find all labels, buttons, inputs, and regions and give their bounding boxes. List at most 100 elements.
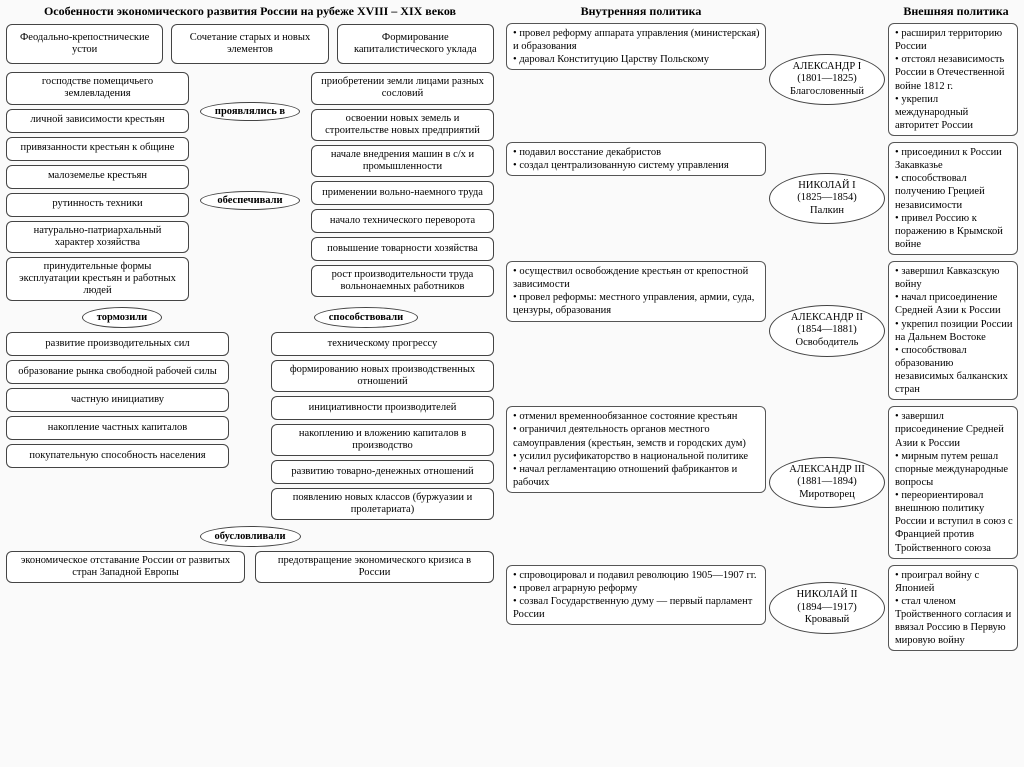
- header-outer: Внешняя политика: [894, 4, 1018, 19]
- rb-1: формированию новых производственных отно…: [271, 360, 494, 392]
- rb-2: инициативности производителей: [271, 396, 494, 420]
- lc-1: личной зависимости крестьян: [6, 109, 189, 133]
- ruler-years: (1881—1894): [772, 476, 882, 489]
- rc-1: освоении новых земель и строительстве но…: [311, 109, 494, 141]
- list-item: укрепил позиции России на Дальнем Восток…: [895, 318, 1013, 344]
- list-item: привел Россию к поражению в Крымской вой…: [895, 212, 1013, 251]
- list-item: способствовал образованию независимых ба…: [895, 344, 1013, 397]
- list-item: спровоцировал и подавил революцию 1905—1…: [513, 569, 761, 582]
- outer-policy-4: проиграл войну с Япониейстал членом Трой…: [888, 565, 1018, 652]
- mid-ovals: проявлялись в обеспечивали: [195, 72, 305, 300]
- lc-4: рутинность техники: [6, 193, 189, 217]
- ruler-row-2: осуществил освобождение крестьян от креп…: [506, 261, 1018, 400]
- ruler-row-4: спровоцировал и подавил революцию 1905—1…: [506, 565, 1018, 652]
- lb-0: развитие производительных сил: [6, 332, 229, 356]
- ruler-oval-1: НИКОЛАЙ I(1825—1854)Палкин: [769, 173, 885, 225]
- ruler-years: (1854—1881): [772, 324, 882, 337]
- list-item: провел реформу аппарата управления (мини…: [513, 27, 761, 53]
- ruler-row-3: отменил временнообязанное состояние крес…: [506, 406, 1018, 558]
- list-item: проиграл войну с Японией: [895, 569, 1013, 595]
- list-item: ограничил деятельность органов местного …: [513, 423, 761, 449]
- ruler-nick: Кровавый: [772, 614, 882, 627]
- rc-5: повышение товарности хозяйства: [311, 237, 494, 261]
- list-item: завершил присоединение Средней Азии к Ро…: [895, 410, 1013, 449]
- top-row: Феодально-крепостнические устои Сочетани…: [6, 24, 494, 64]
- oval-obesp: обеспечивали: [200, 191, 300, 210]
- outer-policy-0: расширил территорию Россииотстоял незави…: [888, 23, 1018, 136]
- right-table: Внутренняя политика Внешняя политика про…: [500, 0, 1024, 767]
- oval-proyav: проявлялись в: [200, 102, 300, 121]
- list-item: отстоял независимость России в Отечестве…: [895, 53, 1013, 92]
- left-title: Особенности экономического развития Росс…: [6, 4, 494, 18]
- top-box-c: Формирование капиталистического уклада: [337, 24, 494, 64]
- final-b: предотвращение экономического кризиса в …: [255, 551, 494, 583]
- list-item: завершил Кавказскую войну: [895, 265, 1013, 291]
- lc-6: принудительные формы эксплуатации кресть…: [6, 257, 189, 301]
- list-item: провел реформы: местного управления, арм…: [513, 291, 761, 317]
- inner-policy-1: подавил восстание декабристовсоздал цент…: [506, 142, 766, 176]
- lb-4: покупательную способность населения: [6, 444, 229, 468]
- list-item: присоединил к России Закавказье: [895, 146, 1013, 172]
- top-box-b: Сочетание старых и новых элементов: [171, 24, 328, 64]
- oval-torm: тормозили: [82, 307, 162, 328]
- list-item: усилил русификаторство в национальной по…: [513, 450, 761, 463]
- ruler-years: (1801—1825): [772, 73, 882, 86]
- rc-2: начале внедрения машин в с/х и промышлен…: [311, 145, 494, 177]
- rc-3: применении вольно-наемного труда: [311, 181, 494, 205]
- oval-sposob: способствовали: [314, 307, 418, 328]
- spacer: [235, 332, 265, 520]
- ruler-nick: Освободитель: [772, 337, 882, 350]
- outer-policy-1: присоединил к России Закавказьеспособств…: [888, 142, 1018, 255]
- ruler-name: АЛЕКСАНДР III: [772, 464, 882, 477]
- list-item: отменил временнообязанное состояние крес…: [513, 410, 761, 423]
- lb-1: образование рынка свободной рабочей силы: [6, 360, 229, 384]
- rb-5: появлению новых классов (буржуазии и про…: [271, 488, 494, 520]
- outer-policy-3: завершил присоединение Средней Азии к Ро…: [888, 406, 1018, 558]
- rb-0: техническому прогрессу: [271, 332, 494, 356]
- right-column: приобретении земли лицами разных сослови…: [311, 72, 494, 300]
- list-item: способствовал получению Грецией независи…: [895, 172, 1013, 211]
- rc-6: рост производительности труда вольнонаем…: [311, 265, 494, 297]
- ruler-oval-0: АЛЕКСАНДР I(1801—1825)Благословенный: [769, 54, 885, 106]
- ruler-years: (1825—1854): [772, 192, 882, 205]
- ruler-row-1: подавил восстание декабристовсоздал цент…: [506, 142, 1018, 255]
- ruler-nick: Благословенный: [772, 86, 882, 99]
- list-item: мирным путем решал спорные международные…: [895, 450, 1013, 489]
- ruler-oval-2: АЛЕКСАНДР II(1854—1881)Освободитель: [769, 305, 885, 357]
- final-a: экономическое отставание России от разви…: [6, 551, 245, 583]
- ruler-oval-3: АЛЕКСАНДР III(1881—1894)Миротворец: [769, 457, 885, 509]
- inner-policy-4: спровоцировал и подавил революцию 1905—1…: [506, 565, 766, 626]
- list-item: даровал Конституцию Царству Польскому: [513, 53, 761, 66]
- rulers-container: провел реформу аппарата управления (мини…: [506, 23, 1018, 651]
- lb-3: накопление частных капиталов: [6, 416, 229, 440]
- list-item: начал регламентацию отношений фабриканто…: [513, 463, 761, 489]
- list-item: стал членом Тройственного согласия и ввя…: [895, 595, 1013, 648]
- list-item: создал централизованную систему управлен…: [513, 159, 761, 172]
- inner-policy-0: провел реформу аппарата управления (мини…: [506, 23, 766, 70]
- rb-3: накоплению и вложению капиталов в произв…: [271, 424, 494, 456]
- list-item: подавил восстание декабристов: [513, 146, 761, 159]
- rc-0: приобретении земли лицами разных сослови…: [311, 72, 494, 104]
- inner-policy-3: отменил временнообязанное состояние крес…: [506, 406, 766, 493]
- top-box-a: Феодально-крепостнические устои: [6, 24, 163, 64]
- final-row: экономическое отставание России от разви…: [6, 551, 494, 583]
- ruler-row-0: провел реформу аппарата управления (мини…: [506, 23, 1018, 136]
- ruler-name: НИКОЛАЙ II: [772, 589, 882, 602]
- list-item: осуществил освобождение крестьян от креп…: [513, 265, 761, 291]
- oval-obusl-row: обусловливали: [6, 526, 494, 547]
- inner-policy-2: осуществил освобождение крестьян от креп…: [506, 261, 766, 322]
- list-item: созвал Государственную думу — первый пар…: [513, 595, 761, 621]
- list-item: начал присоединение Средней Азии к Росси…: [895, 291, 1013, 317]
- lc-0: господстве помещичьего землевладения: [6, 72, 189, 104]
- rp-headers: Внутренняя политика Внешняя политика: [506, 4, 1018, 19]
- lb-2: частную инициативу: [6, 388, 229, 412]
- rc-4: начало технического переворота: [311, 209, 494, 233]
- list-item: переориентировал внешнюю политику России…: [895, 489, 1013, 555]
- list-item: укрепил международный авторитет России: [895, 93, 1013, 132]
- ruler-nick: Миротворец: [772, 489, 882, 502]
- left-column: господстве помещичьего землевладения лич…: [6, 72, 189, 300]
- ruler-years: (1894—1917): [772, 602, 882, 615]
- header-inner: Внутренняя политика: [506, 4, 776, 19]
- left-bottom-col: развитие производительных сил образовани…: [6, 332, 229, 520]
- list-item: провел аграрную реформу: [513, 582, 761, 595]
